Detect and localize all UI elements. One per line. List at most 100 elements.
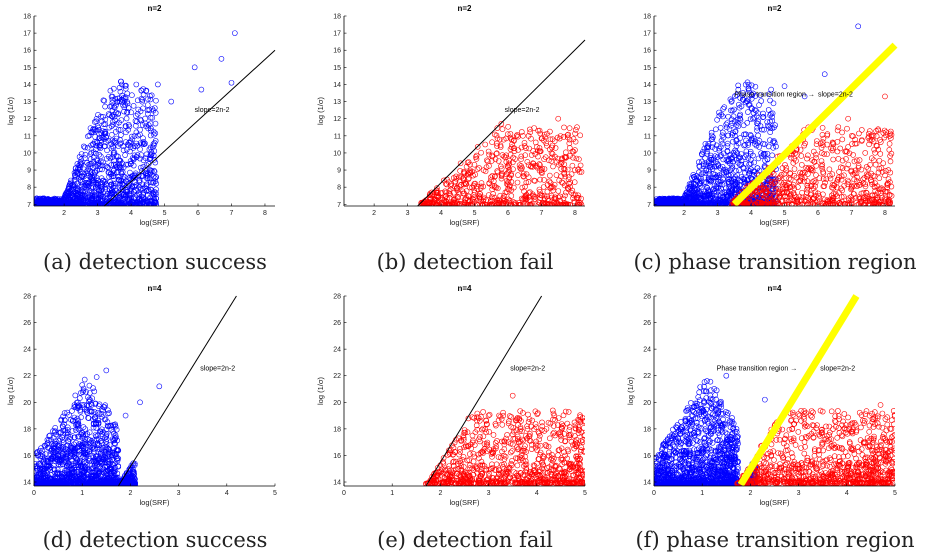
data-point xyxy=(98,185,105,192)
data-point xyxy=(87,125,94,131)
data-point xyxy=(571,179,578,185)
data-point xyxy=(675,201,682,206)
data-point xyxy=(578,195,584,202)
y-tick-label: 8 xyxy=(27,185,31,192)
data-point xyxy=(559,155,565,162)
data-point xyxy=(726,176,733,182)
data-point xyxy=(765,107,772,113)
data-point xyxy=(737,154,744,161)
data-point xyxy=(489,182,495,189)
data-point xyxy=(799,162,805,168)
data-point xyxy=(883,132,889,139)
data-point xyxy=(826,198,833,205)
data-point xyxy=(546,201,552,206)
data-point xyxy=(574,124,580,130)
data-point xyxy=(870,133,877,139)
data-point xyxy=(444,195,450,202)
data-point xyxy=(123,123,129,130)
x-tick-label: 4 xyxy=(129,210,133,217)
data-point xyxy=(855,23,861,30)
data-point xyxy=(151,189,158,195)
data-point xyxy=(835,156,842,162)
boundary-line xyxy=(103,49,276,207)
data-point xyxy=(132,187,139,193)
data-point xyxy=(100,159,106,166)
data-point xyxy=(141,141,147,147)
data-point xyxy=(146,146,153,153)
data-point xyxy=(77,159,84,165)
data-point xyxy=(859,137,865,143)
y-tick-label: 15 xyxy=(23,65,31,72)
data-point xyxy=(138,117,144,124)
data-point xyxy=(136,201,143,206)
data-point xyxy=(549,154,555,161)
data-point xyxy=(110,139,117,145)
data-point xyxy=(740,90,746,96)
data-point xyxy=(111,151,117,158)
data-point xyxy=(89,176,95,183)
data-point xyxy=(150,128,157,135)
data-point xyxy=(756,138,763,144)
data-point xyxy=(820,176,827,182)
data-point xyxy=(94,202,101,206)
data-point xyxy=(871,183,878,190)
data-point xyxy=(746,161,752,168)
data-point xyxy=(887,158,894,165)
data-point xyxy=(102,121,108,127)
data-point xyxy=(95,449,101,455)
data-point xyxy=(826,172,833,179)
data-point xyxy=(823,176,830,182)
data-point xyxy=(152,178,159,185)
data-point xyxy=(701,196,708,203)
data-point xyxy=(789,183,795,190)
data-point xyxy=(548,192,555,199)
data-point xyxy=(122,192,129,199)
data-point xyxy=(36,202,42,206)
data-point xyxy=(839,136,846,143)
data-point xyxy=(770,145,776,151)
data-point xyxy=(657,202,663,206)
data-point xyxy=(705,141,712,147)
data-point xyxy=(845,144,851,150)
data-point xyxy=(140,190,147,196)
data-point xyxy=(527,189,533,195)
data-point xyxy=(557,133,564,139)
data-point xyxy=(725,132,731,139)
data-point xyxy=(471,161,478,168)
data-point xyxy=(519,184,526,191)
data-point xyxy=(107,170,114,177)
data-point xyxy=(531,125,537,131)
data-point xyxy=(150,141,157,147)
data-point xyxy=(82,155,88,161)
data-point xyxy=(811,178,818,184)
data-point xyxy=(778,171,785,178)
data-point xyxy=(111,85,117,92)
data-point xyxy=(740,96,746,103)
data-point xyxy=(441,197,447,203)
data-point xyxy=(709,144,716,150)
data-point xyxy=(741,176,748,183)
data-point xyxy=(735,155,742,162)
data-point xyxy=(446,194,453,201)
data-point xyxy=(513,133,520,139)
data-point xyxy=(119,99,125,105)
data-point xyxy=(707,164,714,170)
data-point xyxy=(735,123,742,129)
data-point xyxy=(90,149,97,155)
data-point xyxy=(133,81,140,88)
transition-band xyxy=(731,42,898,207)
data-point xyxy=(825,201,831,206)
data-point xyxy=(152,198,158,205)
y-tick-label: 8 xyxy=(647,185,651,192)
data-point xyxy=(465,193,471,199)
data-point xyxy=(168,98,175,105)
data-point xyxy=(704,184,710,191)
data-point xyxy=(576,156,582,162)
data-point xyxy=(721,104,728,110)
data-point xyxy=(136,177,143,183)
data-point xyxy=(139,172,146,179)
data-point xyxy=(552,196,559,202)
data-point xyxy=(733,168,739,174)
data-point xyxy=(95,112,101,118)
